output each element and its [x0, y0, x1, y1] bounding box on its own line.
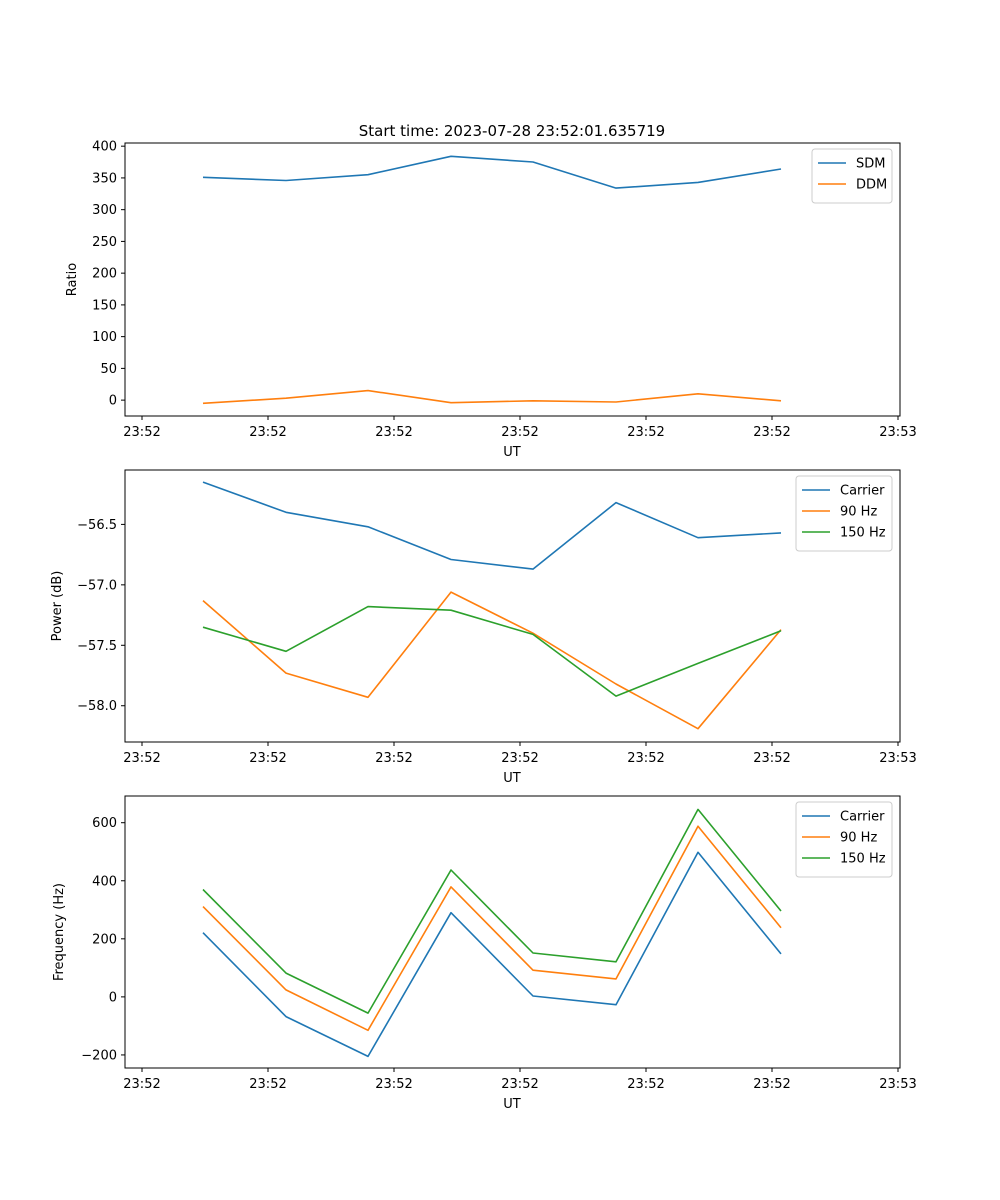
y-tick-label: 50 — [100, 362, 117, 377]
x-axis-label: UT — [503, 445, 521, 460]
x-tick-label: 23:52 — [249, 1077, 286, 1092]
y-tick-label: 350 — [92, 171, 117, 186]
x-axis-label: UT — [503, 1097, 521, 1112]
legend-label: 90 Hz — [840, 831, 877, 846]
x-tick-label: 23:52 — [123, 425, 160, 440]
x-tick-label: 23:52 — [123, 1077, 160, 1092]
series-line-ddm — [202, 389, 782, 405]
y-axis-label: Ratio — [65, 263, 80, 296]
series-line-150-hz — [202, 808, 782, 1014]
x-tick-label: 23:52 — [753, 1077, 790, 1092]
x-axis-label: UT — [503, 771, 521, 786]
y-tick-label: 200 — [92, 267, 117, 282]
x-tick-label: 23:52 — [627, 1077, 664, 1092]
y-tick-label: −57.5 — [77, 639, 117, 654]
y-tick-label: 200 — [92, 932, 117, 947]
y-tick-label: 250 — [92, 235, 117, 250]
panel-2: 23:52 23:52 23:52 23:52 23:52 23:52 23:53 −58.0… — [50, 469, 917, 786]
y-tick-label: −57.0 — [77, 578, 117, 593]
x-tick-label: 23:52 — [753, 751, 790, 766]
y-axis-label: Power (dB) — [50, 571, 65, 642]
legend-label: DDM — [856, 178, 887, 193]
legend: Carrier 90 Hz 150 Hz — [795, 475, 893, 552]
x-tick-label: 23:52 — [753, 425, 790, 440]
legend-label: 150 Hz — [840, 852, 886, 867]
x-tick-label: 23:53 — [879, 425, 916, 440]
legend: Carrier 90 Hz 150 Hz — [795, 801, 893, 878]
x-tick-label: 23:53 — [879, 1077, 916, 1092]
legend-label: 90 Hz — [840, 505, 877, 520]
x-tick-label: 23:52 — [249, 751, 286, 766]
legend-label: SDM — [856, 157, 885, 172]
x-tick-label: 23:52 — [375, 1077, 412, 1092]
x-tick-label: 23:52 — [501, 1077, 538, 1092]
y-tick-label: −200 — [81, 1048, 117, 1063]
y-tick-label: 0 — [109, 990, 117, 1005]
x-tick-label: 23:52 — [375, 751, 412, 766]
x-tick-label: 23:52 — [627, 425, 664, 440]
y-tick-label: 300 — [92, 203, 117, 218]
y-axis-label: Frequency (Hz) — [52, 883, 67, 981]
y-tick-label: −58.0 — [77, 699, 117, 714]
y-tick-label: 400 — [92, 140, 117, 155]
series-line-150-hz — [202, 605, 782, 697]
panel-3: 23:52 23:52 23:52 23:52 23:52 23:52 23:53 −200 0… — [52, 795, 917, 1112]
series-line-90-hz — [202, 591, 782, 730]
x-tick-label: 23:52 — [249, 425, 286, 440]
x-tick-label: 23:52 — [501, 425, 538, 440]
legend-label: 150 Hz — [840, 526, 886, 541]
legend: SDM DDM — [811, 148, 893, 204]
y-tick-label: 600 — [92, 816, 117, 831]
series-line-sdm — [202, 155, 782, 189]
figure-title: Start time: 2023-07-28 23:52:01.635719 — [359, 122, 665, 140]
legend-label: Carrier — [840, 484, 885, 499]
x-tick-label: 23:52 — [501, 751, 538, 766]
x-tick-label: 23:52 — [123, 751, 160, 766]
series-line-carrier — [202, 851, 782, 1058]
axes-frame — [124, 795, 901, 1069]
legend-label: Carrier — [840, 810, 885, 825]
series-line-carrier — [202, 481, 782, 570]
y-tick-label: −56.5 — [77, 518, 117, 533]
x-tick-label: 23:52 — [375, 425, 412, 440]
axes-frame — [124, 469, 901, 743]
x-tick-label: 23:52 — [627, 751, 664, 766]
y-tick-label: 100 — [92, 330, 117, 345]
series-line-90-hz — [202, 825, 782, 1032]
x-tick-label: 23:53 — [879, 751, 916, 766]
y-tick-label: 0 — [109, 394, 117, 409]
y-tick-label: 400 — [92, 874, 117, 889]
y-tick-label: 150 — [92, 298, 117, 313]
panel-1: 23:52 23:52 23:52 23:52 23:52 23:52 23:53 0 50 10… — [65, 140, 917, 460]
axes-frame — [124, 142, 901, 417]
panels: 23:52 23:52 23:52 23:52 23:52 23:52 23:53 0 50 10… — [50, 140, 917, 1112]
